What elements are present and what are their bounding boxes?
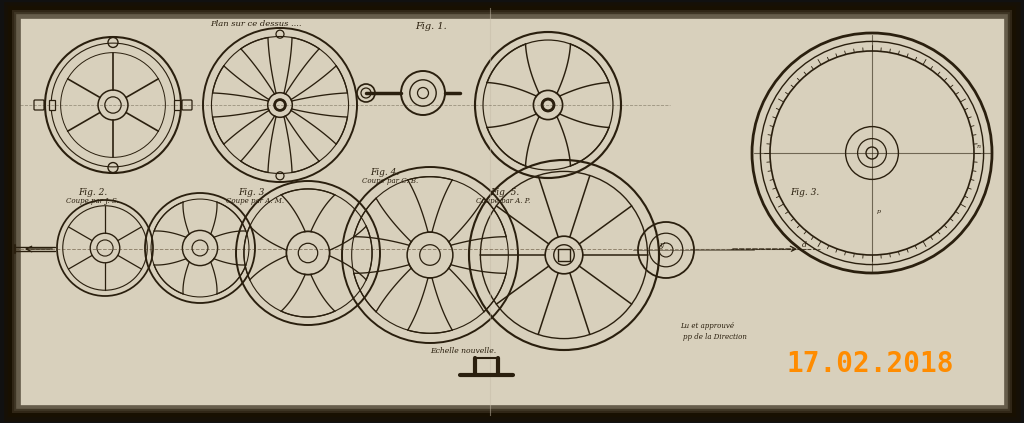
Text: Fig. 3.: Fig. 3. xyxy=(790,188,819,197)
Text: Fig. 1.: Fig. 1. xyxy=(415,22,446,31)
Text: Fig. 5.: Fig. 5. xyxy=(490,188,519,197)
Text: Echelle nouvelle.: Echelle nouvelle. xyxy=(430,347,496,355)
FancyBboxPatch shape xyxy=(182,100,193,110)
Text: pp de la Direction: pp de la Direction xyxy=(683,333,746,341)
FancyBboxPatch shape xyxy=(34,100,44,110)
Text: 17.02.2018: 17.02.2018 xyxy=(786,350,953,378)
Text: n: n xyxy=(977,144,980,149)
Text: Coupe par A. P.: Coupe par A. P. xyxy=(476,197,530,205)
Text: Fig. 3.: Fig. 3. xyxy=(238,188,267,197)
Text: Coupe par A. M.: Coupe par A. M. xyxy=(226,197,284,205)
Text: Lu et approuvé: Lu et approuvé xyxy=(680,322,734,330)
Text: y': y' xyxy=(659,241,666,249)
Text: Fig. 2.: Fig. 2. xyxy=(78,188,108,197)
Text: Coupe par C. B.: Coupe par C. B. xyxy=(362,177,418,185)
Bar xyxy=(49,100,55,110)
Text: Fig. 4.: Fig. 4. xyxy=(370,168,399,177)
Text: Coupe par J. S.: Coupe par J. S. xyxy=(66,197,119,205)
Bar xyxy=(174,100,180,110)
Text: d: d xyxy=(802,241,807,249)
Text: p: p xyxy=(877,209,881,214)
Text: Plan sur ce dessus ....: Plan sur ce dessus .... xyxy=(210,20,301,28)
